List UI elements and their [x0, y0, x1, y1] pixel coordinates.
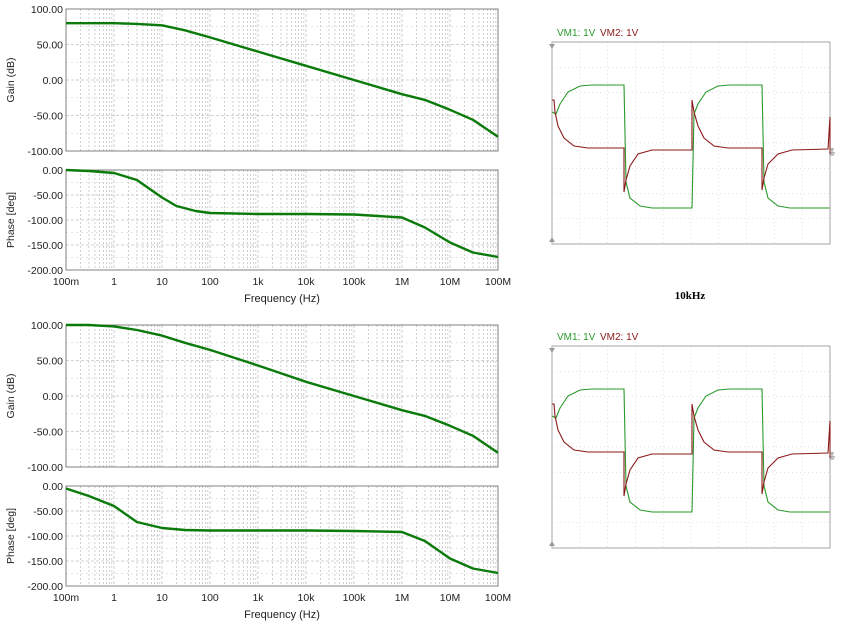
- x-tick-label: 100: [201, 276, 219, 288]
- y-tick-label: 50.00: [37, 356, 63, 368]
- ground-icon: [829, 452, 835, 460]
- y-tick-label: -50.00: [33, 190, 63, 202]
- y-tick-label: 0.00: [43, 75, 64, 87]
- trace-line: [65, 168, 499, 259]
- legend-vm1: VM1: 1V: [557, 28, 596, 39]
- y-tick-label: -200.00: [27, 265, 63, 277]
- x-tick-label: 1M: [395, 276, 410, 288]
- x-tick-label: 100k: [343, 276, 367, 288]
- x-tick-label: 100m: [53, 592, 80, 604]
- top-marker-icon: [549, 348, 555, 353]
- vm1-trace: [551, 84, 830, 209]
- legend-vm2: VM2: 1V: [600, 28, 639, 39]
- ground-icon: [829, 148, 835, 156]
- top-marker-icon: [549, 44, 555, 49]
- vm1-trace: [551, 388, 830, 513]
- bode-panel-gain-2: 100.00 50.00 0.00 -50.00 -100.00 Gain (dB): [5, 320, 499, 474]
- bottom-marker-icon: [549, 237, 555, 242]
- y-tick-label: -150.00: [27, 240, 63, 252]
- x-tick-label: 10M: [440, 592, 460, 604]
- y-tick-label: -100.00: [27, 462, 63, 474]
- scope-frequency-title: 10kHz: [674, 290, 706, 302]
- y-tick-label: -150.00: [27, 556, 63, 568]
- plot-frame: [65, 324, 499, 468]
- y-axis-label: Gain (dB): [5, 58, 17, 103]
- x-tick-label: 100M: [485, 276, 511, 288]
- legend-vm2: VM2: 1V: [600, 332, 639, 343]
- x-tick-label: 1M: [395, 592, 410, 604]
- y-tick-label: 0.00: [43, 165, 64, 177]
- x-tick-label: 1: [111, 592, 117, 604]
- y-tick-label: 100.00: [31, 320, 63, 332]
- x-axis-label: Frequency (Hz): [244, 293, 320, 305]
- x-tick-label: 100M: [485, 592, 511, 604]
- y-tick-label: -50.00: [33, 506, 63, 518]
- x-axis-label: Frequency (Hz): [244, 609, 320, 621]
- plot-frame: [65, 169, 499, 271]
- bode-panel-gain-1: 100.00 50.00 0.00 -50.00 -100.00 Gain (dB): [5, 4, 499, 158]
- bode-panel-phase-2: 0.00 -50.00 -100.00 -150.00 -200.00 Phase [de…: [5, 481, 511, 621]
- y-tick-label: -200.00: [27, 581, 63, 593]
- scope-panel-1: VM1: 1V VM2: 1V: [549, 28, 835, 245]
- y-tick-label: 100.00: [31, 4, 63, 16]
- x-tick-label: 10M: [440, 276, 460, 288]
- legend-vm1: VM1: 1V: [557, 332, 596, 343]
- vm2-trace: [552, 99, 831, 193]
- y-tick-label: 0.00: [43, 481, 64, 493]
- bode-panel-phase-1: 0.00 -50.00 -100.00 -150.00 -200.00 Phase [de…: [5, 165, 511, 305]
- y-tick-label: 50.00: [37, 40, 63, 52]
- y-tick-label: 0.00: [43, 391, 64, 403]
- trace-line: [65, 487, 499, 575]
- x-tick-label: 1: [111, 276, 117, 288]
- y-tick-label: -100.00: [27, 215, 63, 227]
- y-axis-label: Phase [deg]: [5, 192, 17, 248]
- y-tick-label: -100.00: [27, 146, 63, 158]
- bottom-marker-icon: [549, 541, 555, 546]
- y-tick-label: -50.00: [33, 427, 63, 439]
- x-tick-label: 10: [156, 276, 168, 288]
- x-tick-label: 10k: [298, 276, 316, 288]
- x-tick-label: 100k: [343, 592, 367, 604]
- y-tick-label: -50.00: [33, 111, 63, 123]
- x-tick-label: 1k: [252, 592, 264, 604]
- x-tick-label: 1k: [252, 276, 264, 288]
- y-axis-label: Phase [deg]: [5, 508, 17, 564]
- plot-frame: [65, 485, 499, 587]
- x-tick-label: 10k: [298, 592, 316, 604]
- y-axis-label: Gain (dB): [5, 374, 17, 419]
- x-tick-label: 10: [156, 592, 168, 604]
- trace-line: [66, 323, 499, 454]
- scope-panel-2: VM1: 1V VM2: 1V: [549, 332, 835, 549]
- y-tick-label: -100.00: [27, 531, 63, 543]
- vm2-trace: [552, 403, 831, 497]
- x-tick-label: 100: [201, 592, 219, 604]
- plot-frame: [65, 8, 499, 152]
- x-tick-label: 100m: [53, 276, 80, 288]
